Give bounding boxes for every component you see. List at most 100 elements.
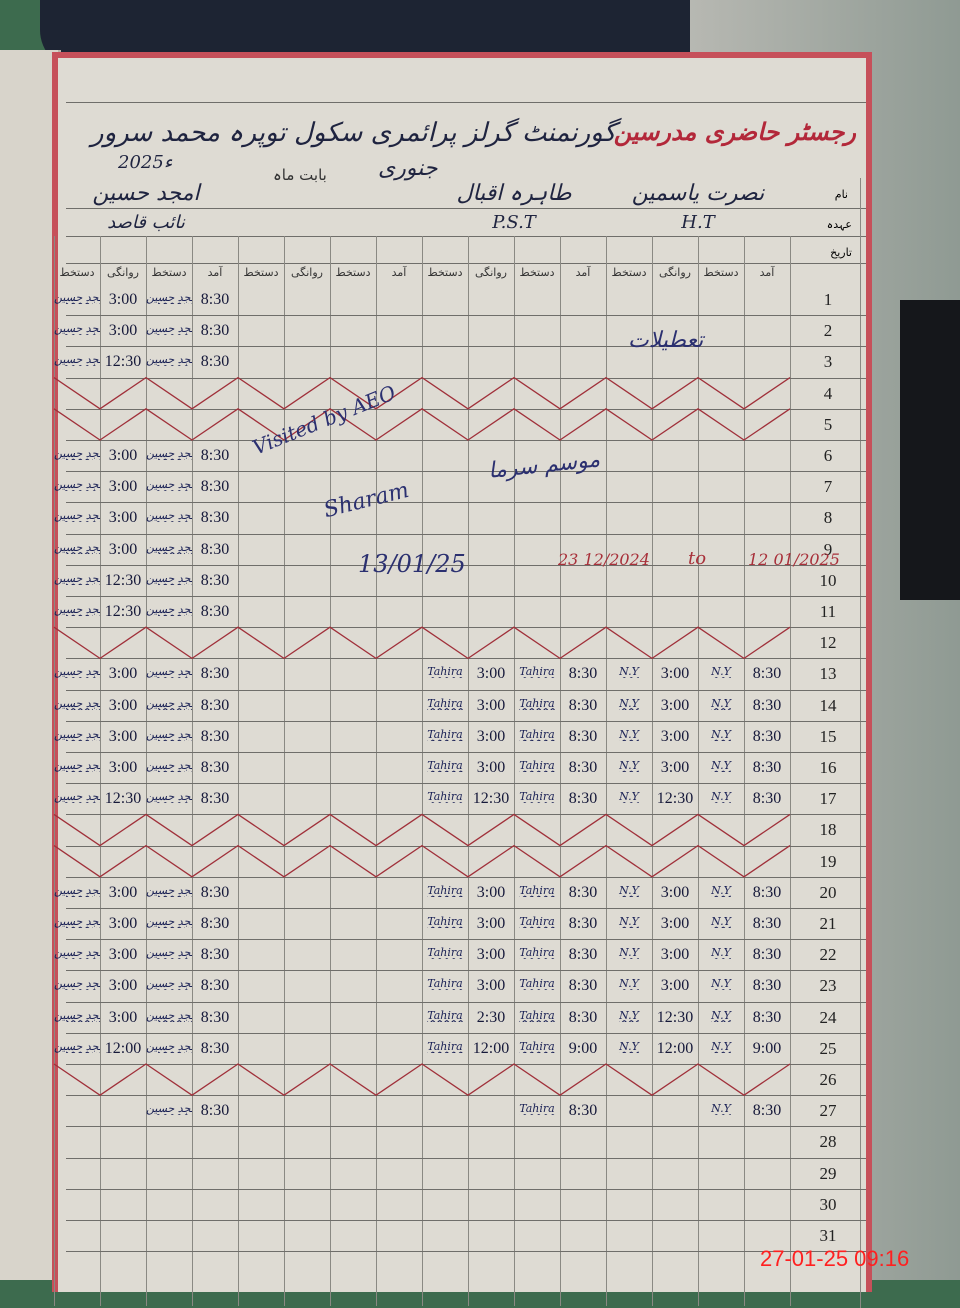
date-cell: 27 xyxy=(819,1101,837,1121)
column-header: روانگی xyxy=(107,266,139,279)
row-rule xyxy=(66,752,866,753)
arrival-time: 8:30 xyxy=(200,759,230,776)
range-from: 23 12/2024 xyxy=(558,550,650,569)
arrival-time: 8:30 xyxy=(568,915,598,932)
arrival-time: 8:30 xyxy=(568,696,598,714)
departure-signature: امجد حسین xyxy=(54,603,100,616)
arrival-signature: امجد حسین xyxy=(146,727,192,741)
date-cell: 10 xyxy=(819,570,837,590)
departure-time: 3:00 xyxy=(660,696,690,714)
teacher-name: طاہرہ اقبال xyxy=(456,181,572,206)
column-rule xyxy=(560,236,561,1306)
departure-time: 12:30 xyxy=(104,571,142,589)
column-header: دستخط xyxy=(59,266,95,279)
departure-signature: امجد حسین xyxy=(54,665,100,679)
departure-time: 3:00 xyxy=(660,883,690,901)
column-header: آمد xyxy=(207,266,223,279)
column-header: دستخط xyxy=(611,266,647,279)
date-cell: 29 xyxy=(819,1163,837,1183)
arrival-time: 8:30 xyxy=(200,540,230,558)
arrival-time: 8:30 xyxy=(752,977,782,995)
date-cell: 31 xyxy=(819,1226,837,1245)
departure-time: 3:00 xyxy=(108,696,138,714)
row-rule xyxy=(66,939,866,941)
arrival-time: 8:30 xyxy=(568,977,598,995)
departure-time: 3:00 xyxy=(476,696,506,714)
arrival-signature: امجد حسین xyxy=(146,353,192,367)
arrival-time: 8:30 xyxy=(200,1008,230,1026)
departure-signature: امجد حسین xyxy=(54,478,100,492)
arrival-signature: امجد حسین xyxy=(146,759,192,772)
month-value: جنوری xyxy=(378,156,438,181)
arrival-time: 8:30 xyxy=(752,790,782,808)
row-rule xyxy=(66,1064,866,1065)
date-cell: 21 xyxy=(819,914,837,933)
date-cell: 1 xyxy=(823,290,833,309)
arrival-time: 8:30 xyxy=(752,665,782,683)
departure-time: 3:00 xyxy=(476,977,506,995)
arrival-time: 9:00 xyxy=(568,1039,598,1057)
row-rule xyxy=(66,502,866,504)
arrival-signature: Tahira xyxy=(519,665,555,679)
column-rule xyxy=(146,236,147,1306)
date-cell: 4 xyxy=(823,383,833,403)
departure-signature: امجد حسین xyxy=(54,509,100,523)
arrival-time: 8:30 xyxy=(200,447,230,464)
arrival-signature: N.Y xyxy=(711,946,731,960)
departure-signature: امجد حسین xyxy=(54,883,100,897)
date-cell: 30 xyxy=(819,1194,837,1214)
arrival-time: 8:30 xyxy=(200,915,230,932)
column-header: روانگی xyxy=(291,266,323,279)
departure-time: 12:30 xyxy=(656,790,694,808)
arrival-signature: Tahira xyxy=(519,759,555,772)
row-rule xyxy=(66,377,866,379)
row-rule xyxy=(66,845,866,847)
arrival-time: 8:30 xyxy=(200,665,230,683)
designation-row-label: عہدہ xyxy=(826,218,852,231)
photo-timestamp: 27-01-25 09:16 xyxy=(760,1246,910,1271)
column-header: دستخط xyxy=(519,266,555,279)
arrival-signature: N.Y xyxy=(711,790,731,804)
row-rule xyxy=(66,1001,866,1003)
departure-signature: N.Y xyxy=(619,977,639,991)
teacher-designation: P.S.T xyxy=(492,212,536,233)
column-header: روانگی xyxy=(659,266,691,279)
arrival-signature: امجد حسین xyxy=(146,946,192,960)
row-rule xyxy=(66,970,866,972)
header-rule xyxy=(66,102,866,103)
arrival-signature: امجد حسین xyxy=(146,883,192,897)
row-rule xyxy=(66,408,866,410)
column-rule xyxy=(744,236,745,1306)
arrival-time: 8:30 xyxy=(752,759,782,776)
row-rule xyxy=(66,689,866,691)
date-cell: 20 xyxy=(819,882,837,902)
column-rule xyxy=(330,236,331,1306)
departure-signature: Tahira xyxy=(427,727,463,741)
arrival-signature: Tahira xyxy=(519,883,555,897)
header-rule xyxy=(66,263,866,264)
departure-signature: N.Y xyxy=(619,1008,639,1022)
arrival-time: 8:30 xyxy=(200,478,230,496)
arrival-signature: Tahira xyxy=(519,915,555,928)
departure-signature: N.Y xyxy=(619,915,639,928)
row-rule xyxy=(66,596,866,597)
row-rule xyxy=(66,1095,866,1097)
departure-signature: امجد حسین xyxy=(54,915,100,928)
departure-time: 3:00 xyxy=(476,946,506,964)
arrival-signature: N.Y xyxy=(711,696,731,710)
header-rule xyxy=(66,208,866,209)
date-cell: 18 xyxy=(819,820,837,840)
departure-signature: امجد حسین xyxy=(54,540,100,554)
arrival-time: 8:30 xyxy=(200,883,230,901)
arrival-signature: N.Y xyxy=(711,759,731,772)
range-to: to xyxy=(688,548,707,569)
row-rule xyxy=(66,908,866,909)
departure-time: 3:00 xyxy=(108,1008,138,1026)
arrival-signature: N.Y xyxy=(711,883,731,897)
departure-time: 3:00 xyxy=(660,946,690,964)
visitor-signature: Sharam xyxy=(321,477,412,524)
row-rule xyxy=(66,720,866,722)
departure-signature: Tahira xyxy=(427,759,463,772)
holiday-cross-mark xyxy=(53,408,791,441)
departure-time: 3:00 xyxy=(108,478,138,496)
